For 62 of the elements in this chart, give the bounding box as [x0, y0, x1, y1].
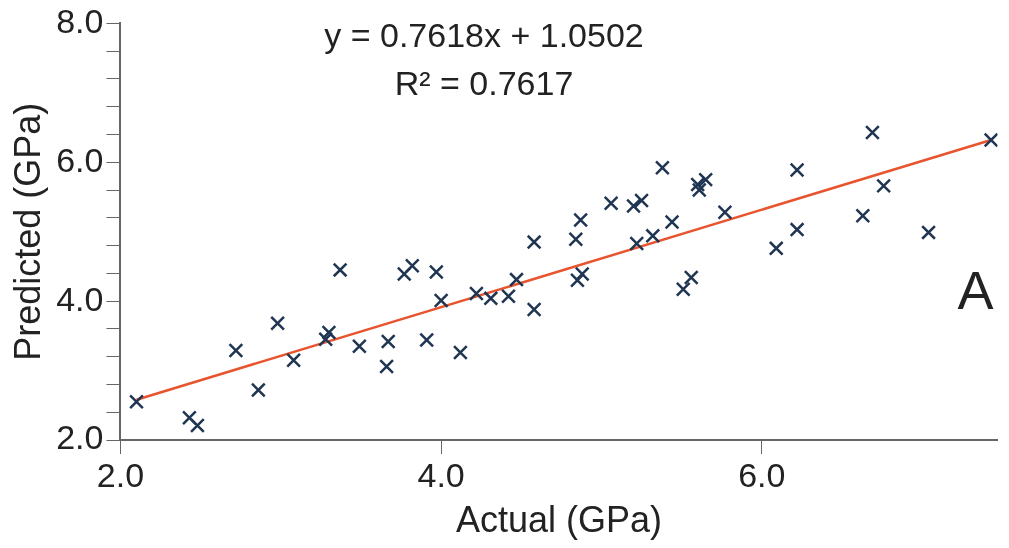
point [318, 331, 334, 347]
point [568, 231, 584, 247]
point [380, 333, 396, 350]
point [654, 160, 671, 176]
point [690, 176, 706, 193]
point [789, 162, 805, 178]
point [683, 269, 699, 286]
point [321, 324, 337, 340]
point [379, 358, 395, 375]
point [468, 285, 485, 302]
point [351, 338, 367, 354]
y-tick-label: 6.0 [56, 140, 104, 179]
point [189, 417, 206, 434]
y-tick-label: 4.0 [56, 279, 104, 318]
y-axis-title: Predicted (GPa) [6, 102, 48, 361]
point [573, 212, 589, 228]
point [691, 182, 707, 198]
point [633, 192, 650, 209]
annotation: R² = 0.7617 [394, 63, 574, 102]
point [286, 352, 302, 368]
point [789, 222, 805, 238]
point [574, 266, 590, 282]
x-tick-label: 4.0 [417, 455, 465, 494]
point [250, 382, 266, 398]
point [269, 315, 286, 331]
point [603, 195, 619, 211]
point [508, 272, 525, 288]
point [855, 208, 871, 224]
point [526, 301, 542, 318]
annotation: A [957, 260, 994, 321]
x-tick-label: 2.0 [96, 455, 145, 494]
point [419, 332, 435, 348]
point [452, 344, 468, 361]
point [332, 262, 348, 278]
point [128, 394, 145, 410]
point [983, 132, 998, 148]
point [500, 288, 517, 304]
y-tick-label: 2.0 [56, 418, 104, 457]
y-tick-label: 8.0 [56, 1, 104, 40]
annotation: y = 0.7618x + 1.0502 [324, 15, 644, 54]
point [396, 266, 412, 282]
point [864, 124, 881, 141]
point [483, 290, 499, 306]
point [629, 235, 645, 252]
point [698, 172, 714, 188]
point [404, 258, 420, 274]
point [181, 410, 198, 426]
point [625, 198, 642, 214]
point [768, 240, 784, 256]
x-axis-title: Actual (GPa) [455, 499, 663, 541]
x-tick-label: 6.0 [738, 455, 786, 494]
point [526, 234, 542, 250]
point [645, 228, 661, 244]
point [920, 224, 937, 241]
point [228, 342, 244, 359]
point [675, 281, 691, 297]
point [717, 204, 733, 220]
point [876, 178, 892, 194]
point [664, 214, 680, 230]
point [569, 272, 586, 288]
point [428, 264, 444, 280]
point [433, 292, 449, 309]
